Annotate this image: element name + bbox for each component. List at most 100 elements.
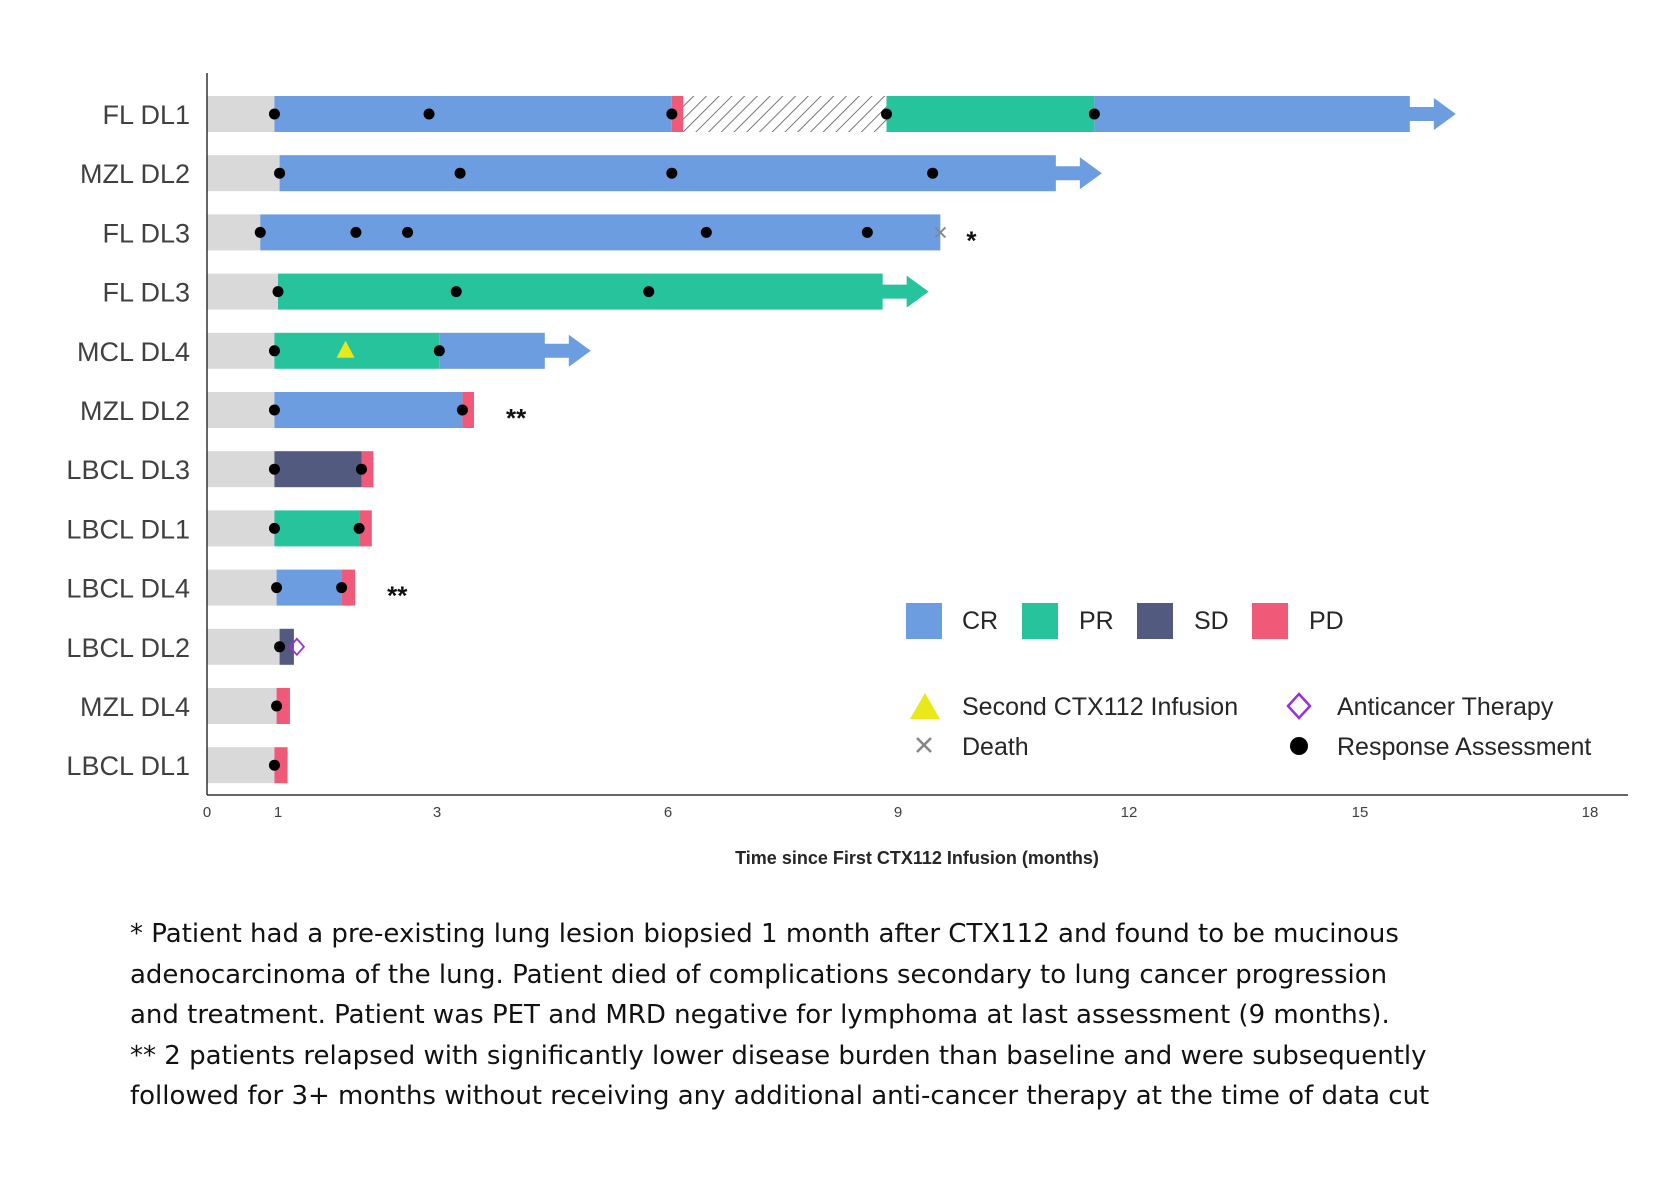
row-label: LBCL DL1 <box>66 514 190 544</box>
row-label: LBCL DL3 <box>66 455 190 485</box>
segment-baseline <box>207 214 261 251</box>
response-dot <box>254 226 266 238</box>
row-label: FL DL3 <box>102 278 190 308</box>
segment-pr <box>274 510 360 547</box>
footnote-double-line-2: followed for 3+ months without receiving… <box>130 1081 1430 1111</box>
row-label: FL DL1 <box>102 100 190 130</box>
cross-icon <box>916 737 932 753</box>
legend-label-anticancer: Anticancer Therapy <box>1337 693 1554 721</box>
row-label: MZL DL2 <box>80 159 190 189</box>
response-dot <box>927 167 939 179</box>
segment-baseline <box>207 747 275 784</box>
triangle-icon <box>336 340 355 358</box>
response-dot <box>350 226 362 238</box>
bars-layer: ***** <box>207 96 1456 784</box>
x-tick-label: 6 <box>664 804 672 821</box>
response-dot <box>433 345 445 357</box>
response-dot <box>402 226 414 238</box>
legend-swatch-cr <box>906 603 942 639</box>
response-dot <box>272 286 284 298</box>
triangle-icon <box>910 693 940 719</box>
row-label: LBCL DL4 <box>66 574 190 604</box>
x-tick-label: 15 <box>1352 804 1369 821</box>
x-axis-title: Time since First CTX112 Infusion (months… <box>735 848 1099 868</box>
footnotes: * Patient had a pre-existing lung lesion… <box>130 914 1630 1117</box>
segment-sd <box>279 628 294 665</box>
row-10 <box>207 628 306 665</box>
response-dot <box>274 641 286 653</box>
legend-swatch-pr <box>1022 603 1058 639</box>
response-dot <box>274 167 286 179</box>
dot-icon <box>1290 737 1308 755</box>
response-dot <box>666 108 678 120</box>
arrow-icon <box>881 275 929 308</box>
footnote-marker: * <box>966 225 977 255</box>
footnote-marker: ** <box>506 403 527 433</box>
response-dot <box>881 108 892 120</box>
legend-swatch-sd <box>1137 603 1173 639</box>
row-3: * <box>207 214 977 255</box>
segment-pd <box>359 510 372 547</box>
response-dot <box>1088 108 1100 120</box>
response-dot <box>271 582 283 594</box>
segment-baseline <box>207 451 275 488</box>
response-dot <box>268 522 280 534</box>
legend-label-sd: SD <box>1194 607 1229 635</box>
segment-pr <box>278 273 883 310</box>
segment-baseline <box>207 96 275 132</box>
segment-cr <box>274 96 672 132</box>
footnote-single-line-3: and treatment. Patient was PET and MRD n… <box>130 1000 1390 1030</box>
x-tick-label: 0 <box>203 804 211 821</box>
segment-baseline <box>207 273 278 310</box>
death-stroke <box>934 226 947 239</box>
response-dot <box>268 345 280 357</box>
segment-pd <box>462 392 474 428</box>
row-6: ** <box>207 392 527 433</box>
row-label: FL DL3 <box>102 218 190 248</box>
arrow-icon <box>543 334 591 367</box>
y-labels: FL DL1 MZL DL2 FL DL3 FL DL3 MCL DL4 MZL DL2 L… <box>66 100 190 781</box>
response-dot <box>268 759 280 771</box>
x-tick-label: 3 <box>433 804 441 821</box>
row-9: ** <box>207 569 408 611</box>
response-dot <box>268 108 280 120</box>
diamond-icon <box>1286 692 1312 720</box>
row-4 <box>207 273 929 310</box>
row-label: MCL DL4 <box>77 337 190 367</box>
legend-label-death: Death <box>962 733 1029 761</box>
legend-label-cr: CR <box>962 607 998 635</box>
row-label: LBCL DL2 <box>66 633 190 663</box>
segment-pr <box>274 332 440 369</box>
footnote-marker: ** <box>387 581 408 611</box>
response-dot <box>861 226 873 238</box>
response-dot <box>268 463 280 475</box>
segment-cr <box>274 392 463 428</box>
response-dot <box>423 108 435 120</box>
segment-baseline <box>207 392 275 428</box>
row-12 <box>207 747 288 784</box>
segment-sd <box>274 451 362 488</box>
response-dot <box>643 286 655 298</box>
segment-baseline <box>207 332 275 369</box>
row-11 <box>207 688 290 724</box>
row-label: LBCL DL1 <box>66 751 190 781</box>
response-dot <box>268 404 280 416</box>
legend-label-pr: PR <box>1079 607 1114 635</box>
response-dot <box>336 582 348 594</box>
response-dot <box>700 226 712 238</box>
response-dot <box>353 522 365 534</box>
arrow-icon <box>1408 98 1456 130</box>
row-7 <box>207 451 374 488</box>
segment-pd <box>274 747 288 784</box>
death-icon <box>934 226 947 239</box>
segment-cr <box>439 332 545 369</box>
x-tick-label: 12 <box>1121 804 1138 821</box>
row-label: MZL DL4 <box>80 692 190 722</box>
legend: CR PR SD PD Second CTX112 Infusion Antic… <box>906 603 1591 761</box>
row-5 <box>207 332 591 369</box>
response-dot <box>450 286 462 298</box>
legend-label-response: Response Assessment <box>1337 733 1591 761</box>
footnote-single-line-1: * Patient had a pre-existing lung lesion… <box>130 919 1399 949</box>
x-tick-label: 9 <box>894 804 902 821</box>
x-ticks: 0 1 3 6 9 12 15 18 <box>203 804 1599 821</box>
